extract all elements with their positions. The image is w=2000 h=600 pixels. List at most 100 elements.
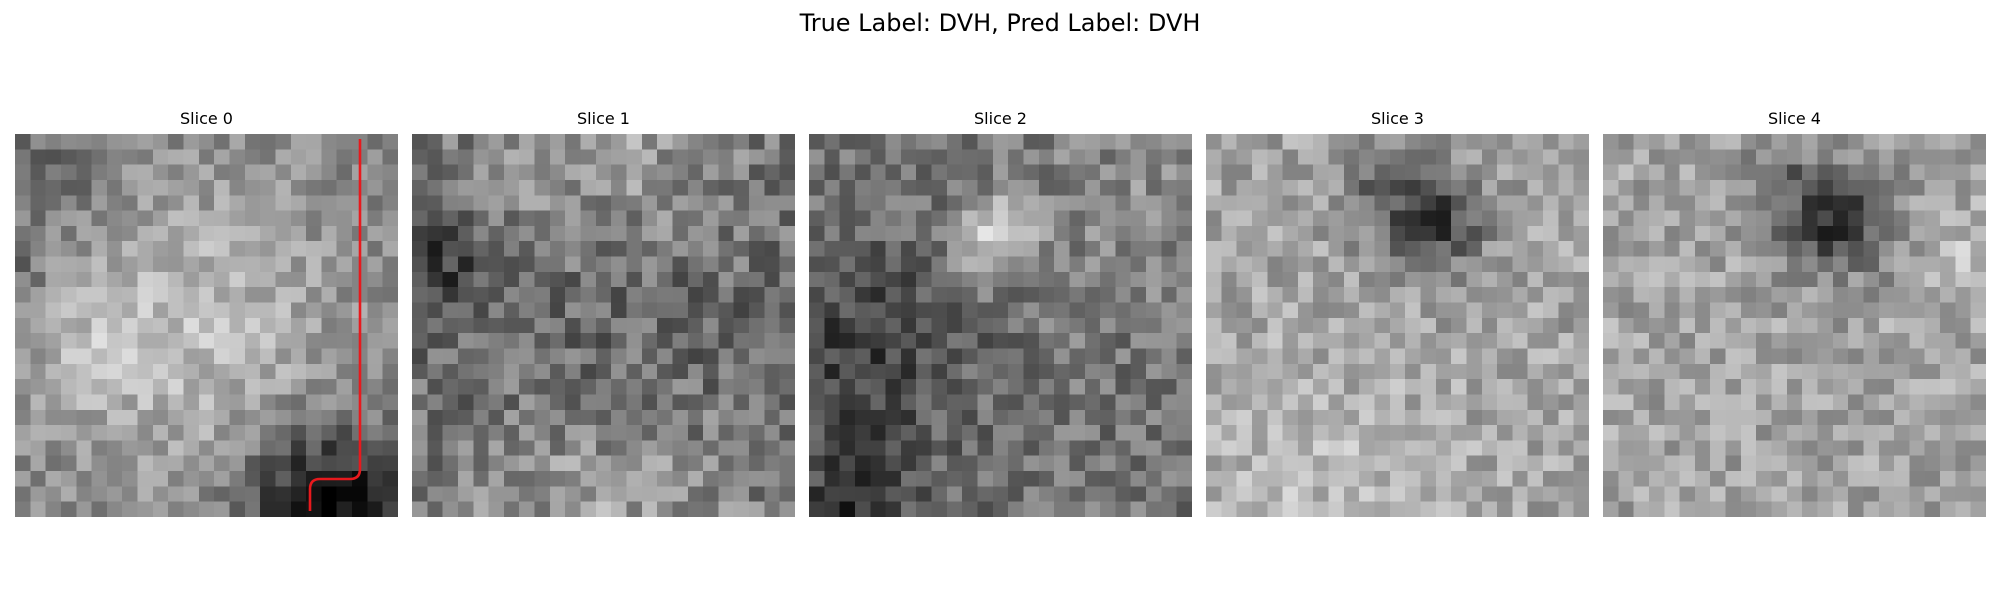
image-pixel	[473, 409, 490, 426]
image-pixel	[749, 471, 765, 487]
image-pixel	[549, 394, 566, 411]
image-pixel	[534, 333, 551, 350]
image-pixel	[1771, 210, 1788, 227]
image-pixel	[1924, 455, 1941, 472]
image-pixel	[672, 348, 689, 365]
image-pixel	[290, 409, 307, 426]
image-pixel	[1251, 287, 1268, 304]
image-pixel	[321, 302, 338, 319]
image-pixel	[809, 440, 825, 457]
image-pixel	[1694, 271, 1711, 288]
image-pixel	[565, 225, 582, 242]
image-pixel	[626, 302, 643, 319]
image-pixel	[946, 501, 963, 517]
image-pixel	[580, 149, 597, 166]
image-pixel	[30, 409, 47, 426]
image-pixel	[1038, 425, 1055, 441]
image-pixel	[1710, 241, 1727, 258]
image-pixel	[1267, 134, 1284, 150]
image-pixel	[1313, 287, 1330, 304]
image-pixel	[442, 241, 459, 258]
image-pixel	[595, 333, 612, 350]
image-pixel	[1618, 164, 1635, 181]
image-pixel	[1924, 225, 1941, 242]
image-pixel	[1343, 302, 1360, 319]
image-pixel	[1374, 256, 1391, 273]
image-pixel	[733, 501, 750, 517]
image-pixel	[1405, 225, 1422, 242]
image-pixel	[1069, 471, 1086, 487]
image-pixel	[60, 333, 77, 350]
image-pixel	[45, 486, 62, 503]
image-pixel	[1100, 225, 1116, 242]
image-pixel	[1848, 425, 1865, 441]
image-pixel	[1297, 317, 1314, 334]
image-pixel	[672, 134, 689, 150]
image-pixel	[1497, 333, 1513, 350]
image-pixel	[1694, 471, 1711, 487]
image-pixel	[214, 241, 231, 258]
image-pixel	[1297, 256, 1314, 273]
image-pixel	[1618, 425, 1635, 441]
image-pixel	[137, 486, 154, 503]
image-pixel	[749, 379, 765, 396]
image-pixel	[1894, 134, 1910, 150]
image-pixel	[1832, 501, 1849, 517]
image-pixel	[321, 241, 338, 258]
image-pixel	[183, 471, 200, 487]
image-pixel	[91, 149, 108, 166]
image-pixel	[1236, 210, 1253, 227]
image-pixel	[1955, 210, 1972, 227]
image-pixel	[1405, 425, 1422, 441]
image-pixel	[1466, 394, 1483, 411]
image-pixel	[91, 471, 108, 487]
image-pixel	[1146, 394, 1162, 411]
image-pixel	[275, 333, 292, 350]
image-pixel	[534, 394, 551, 411]
image-pixel	[290, 134, 307, 150]
image-pixel	[427, 134, 444, 150]
image-pixel	[1359, 409, 1376, 426]
image-pixel	[1633, 302, 1650, 319]
image-pixel	[1740, 425, 1757, 441]
image-pixel	[214, 256, 231, 273]
image-pixel	[824, 179, 841, 196]
image-pixel	[1405, 363, 1422, 380]
image-pixel	[1527, 455, 1544, 472]
image-pixel	[1771, 256, 1788, 273]
image-pixel	[168, 271, 185, 288]
image-pixel	[336, 287, 353, 304]
image-pixel	[764, 179, 781, 196]
image-pixel	[1176, 471, 1192, 487]
image-pixel	[45, 409, 62, 426]
image-pixel	[152, 225, 169, 242]
image-pixel	[1740, 210, 1757, 227]
image-pixel	[1786, 210, 1803, 227]
image-pixel	[1940, 409, 1956, 426]
image-pixel	[1069, 256, 1086, 273]
image-pixel	[91, 363, 108, 380]
image-pixel	[367, 149, 384, 166]
image-pixel	[1558, 134, 1575, 150]
image-pixel	[946, 409, 963, 426]
image-pixel	[977, 256, 994, 273]
image-pixel	[1817, 425, 1834, 441]
image-pixel	[1069, 379, 1086, 396]
image-pixel	[122, 179, 139, 196]
image-pixel	[549, 471, 566, 487]
image-pixel	[1527, 302, 1544, 319]
image-pixel	[290, 302, 307, 319]
image-pixel	[1359, 440, 1376, 457]
image-pixel	[106, 333, 123, 350]
image-pixel	[457, 348, 474, 365]
image-pixel	[1863, 302, 1880, 319]
image-pixel	[15, 455, 31, 472]
image-pixel	[580, 317, 597, 334]
image-pixel	[1710, 501, 1727, 517]
image-pixel	[1648, 225, 1665, 242]
image-pixel	[1832, 455, 1849, 472]
image-pixel	[1817, 394, 1834, 411]
image-pixel	[1008, 302, 1025, 319]
image-pixel	[916, 302, 933, 319]
image-pixel	[824, 471, 841, 487]
